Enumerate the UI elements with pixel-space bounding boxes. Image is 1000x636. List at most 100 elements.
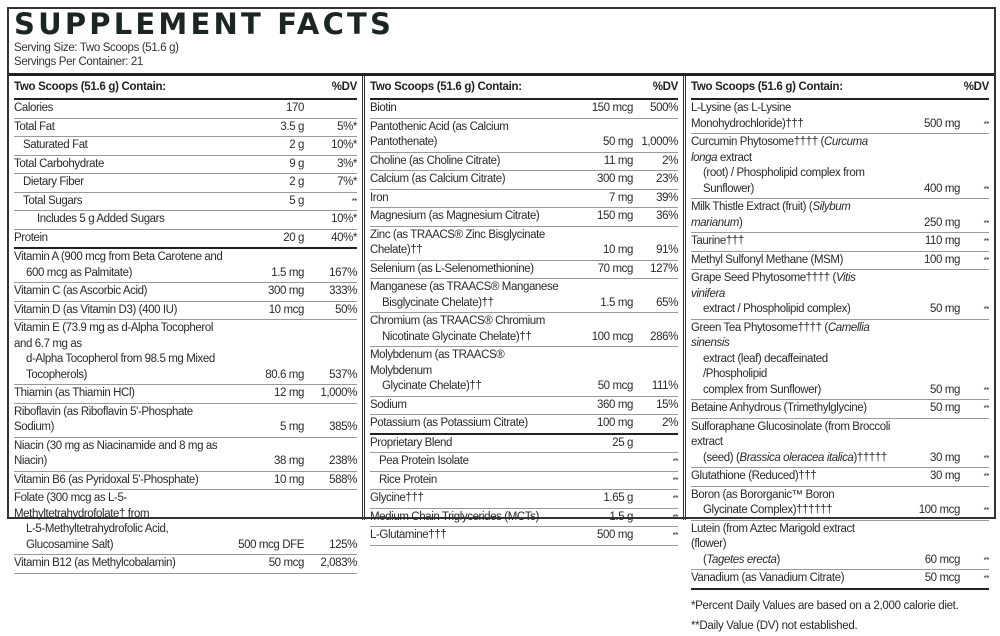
name-line: 600 mcg as Palmitate) — [26, 266, 133, 279]
name-line: Glutathione (Reduced)††† — [691, 470, 817, 482]
daily-value: 385% — [329, 421, 357, 433]
daily-value: 10%* — [331, 213, 357, 225]
amount: 110 mg — [924, 235, 961, 247]
name-line: Sodium — [370, 398, 407, 411]
footnotes: *Percent Daily Values are based on a 2,0… — [691, 596, 989, 636]
daily-value: 111% — [651, 380, 679, 392]
daily-value: ** — [672, 531, 679, 540]
amount: 30 mg — [930, 470, 960, 482]
daily-value: ** — [983, 506, 990, 515]
nutrient-row: Green Tea Phytosome†††† (Camellia sinens… — [691, 320, 989, 400]
amount: 100 mg — [924, 253, 960, 266]
footnote: *Percent Daily Values are based on a 2,0… — [691, 599, 959, 612]
botanical-name: Silybum marianum — [691, 201, 851, 229]
name-line: Biotin — [370, 102, 397, 114]
nutrient-row: L-Glutamine††† 500 mg ** — [370, 527, 678, 546]
name-line: Riboflavin (as Riboflavin 5'-Phosphate S… — [14, 405, 193, 434]
amount: 500 mcg DFE — [238, 538, 304, 551]
nutrient-row: Pea Protein Isolate ** — [370, 453, 678, 472]
nutrient-row: Biotin 150 mcg 500% — [370, 100, 678, 119]
amount: 500 mg — [924, 117, 960, 130]
nutrient-name: Zinc (as TRAACS® Zinc Bisglycinate Chela… — [370, 228, 563, 259]
amount: 50 mcg — [924, 572, 961, 584]
daily-value: 238% — [329, 455, 357, 467]
daily-value: 3%* — [337, 157, 357, 170]
nutrient-name: Taurine††† — [691, 234, 890, 250]
name-line: Taurine††† — [691, 235, 744, 247]
nutrient-row: Proprietary Blend 25 g — [370, 435, 678, 453]
nutrient-name: L-Lysine (as L-Lysine Monohydrochloride)… — [691, 101, 890, 132]
name-line: Methyl Sulfonyl Methane (MSM) — [691, 253, 844, 266]
botanical-name: Curcuma longa — [691, 136, 868, 164]
name-line: Saturated Fat — [23, 139, 88, 151]
daily-value: 39% — [656, 191, 678, 204]
name-line: Total Sugars — [23, 194, 83, 207]
amount: 80.6 mg — [265, 368, 304, 381]
dv-header: %DV — [331, 81, 358, 93]
amount: 150 mcg — [591, 102, 634, 114]
nutrient-name: Vitamin D (as Vitamin D3) (400 IU) — [14, 303, 224, 319]
nutrient-row: Chromium (as TRAACS® Chromium Nicotinate … — [370, 313, 678, 347]
nutrient-name: Chromium (as TRAACS® Chromium Nicotinate … — [370, 314, 563, 345]
facts-columns: Two Scoops (51.6 g) Contain: %DV Calories 1… — [9, 73, 994, 632]
name-line: Total Carbohydrate — [14, 157, 104, 170]
daily-value: 15% — [656, 398, 678, 411]
nutrient-row: Boron (as Bororganic™ Boron Glycinate Com… — [691, 487, 989, 521]
nutrient-name: Medium Chain Triglycerides (MCTs) — [370, 510, 563, 526]
amount: 50 mcg — [597, 380, 634, 392]
nutrient-row: Magnesium (as Magnesium Citrate) 150 mg 36… — [370, 208, 678, 227]
nutrient-name: Molybdenum (as TRAACS® Molybdenum Glycina… — [370, 348, 563, 395]
amount: 50 mg — [603, 136, 633, 148]
nutrient-row: Glutathione (Reduced)††† 30 mg ** — [691, 468, 989, 487]
name-line: Calcium (as Calcium Citrate) — [370, 173, 506, 185]
amount: 400 mg — [924, 182, 960, 195]
panel-title: SUPPLEMENT FACTS — [14, 7, 395, 41]
nutrient-name: Sulforaphane Glucosinolate (from Broccol… — [691, 420, 890, 467]
name-line: Proprietary Blend — [370, 436, 453, 449]
name-line: Vitamin A (900 mcg from Beta Carotene an… — [14, 251, 223, 263]
amount: 70 mcg — [597, 262, 634, 275]
daily-value: ** — [672, 494, 679, 503]
dv-header: %DV — [963, 81, 990, 93]
amount: 10 mg — [274, 473, 304, 486]
daily-value: ** — [983, 119, 990, 129]
daily-value: 286% — [650, 330, 678, 343]
name-line: L-5-Methyltetrahydrofolic Acid, — [26, 523, 169, 535]
daily-value: ** — [983, 237, 990, 246]
nutrient-name: Glutathione (Reduced)††† — [691, 469, 890, 485]
header-label: Two Scoops (51.6 g) Contain: — [14, 81, 166, 93]
nutrient-row: Riboflavin (as Riboflavin 5'-Phosphate S… — [14, 404, 357, 438]
nutrient-name: Iron — [370, 191, 563, 207]
name-line: Chromium (as TRAACS® Chromium — [370, 315, 545, 327]
nutrient-row: Vanadium (as Vanadium Citrate) 50 mcg ** — [691, 570, 989, 590]
amount: 38 mg — [274, 455, 304, 467]
name-line: Grape Seed Phytosome†††† (Vitis vinifera — [691, 271, 890, 302]
daily-value: ** — [983, 184, 990, 194]
nutrient-row: Includes 5 g Added Sugars 10%* — [14, 211, 357, 230]
name-line: Total Fat — [14, 120, 55, 133]
nutrient-name: Vitamin C (as Ascorbic Acid) — [14, 284, 224, 300]
name-line: Vitamin E (73.9 mg as d-Alpha Tocopherol… — [14, 322, 214, 350]
amount: 50 mcg — [268, 557, 305, 569]
amount: 10 mg — [603, 244, 633, 256]
name-line: Dietary Fiber — [23, 176, 84, 188]
header-label: Two Scoops (51.6 g) Contain: — [691, 81, 843, 93]
name-line: d-Alpha Tocopherol from 98.5 mg Mixed To… — [26, 353, 215, 381]
nutrient-name: Methyl Sulfonyl Methane (MSM) — [691, 253, 890, 269]
name-line: Selenium (as L-Selenomethionine) — [370, 262, 534, 275]
name-line: Glycinate Chelate)†† — [382, 380, 482, 392]
nutrient-name: Pantothenic Acid (as Calcium Pantothenat… — [370, 120, 563, 151]
nutrient-row: Iron 7 mg 39% — [370, 190, 678, 208]
botanical-name: Brassica oleracea italica — [739, 451, 854, 464]
nutrient-name: Thiamin (as Thiamin HCl) — [14, 386, 224, 402]
daily-value: 10%* — [331, 139, 357, 151]
nutrient-row: Calories 170 — [14, 100, 357, 119]
nutrient-row: Glycine††† 1.65 g ** — [370, 490, 678, 509]
nutrient-row: Vitamin A (900 mcg from Beta Carotene an… — [14, 249, 357, 283]
nutrient-name: Folate (300 mcg as L-5-Methyltetrahydrof… — [14, 491, 224, 553]
nutrient-name: Calories — [14, 101, 224, 117]
amount: 60 mcg — [924, 553, 961, 566]
nutrient-row: Milk Thistle Extract (fruit) (Silybum ma… — [691, 199, 989, 233]
nutrient-name: Glycine††† — [370, 491, 563, 507]
daily-value: ** — [351, 196, 358, 206]
